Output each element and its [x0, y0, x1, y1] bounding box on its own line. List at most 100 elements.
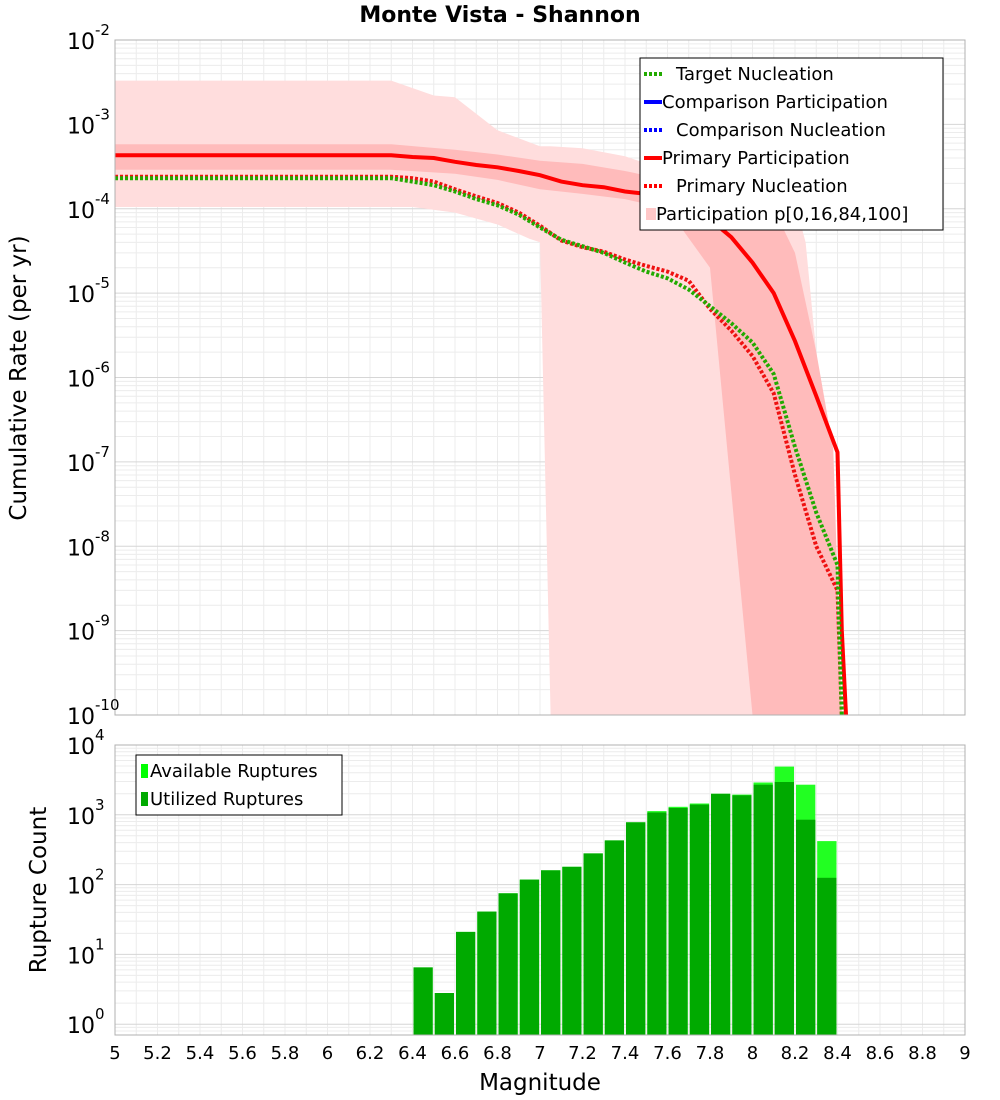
y-tick-exponent: 0: [95, 1005, 105, 1023]
rate-series: [115, 153, 848, 716]
bar-utilized-ruptures: [413, 967, 433, 1035]
bar-utilized-ruptures: [668, 808, 688, 1035]
bar-utilized-ruptures: [519, 879, 540, 1035]
x-tick-label: 8.4: [823, 1043, 852, 1064]
x-ticks: 5 5.2 5.4 5.6 5.8 6 6.2 6.4 6.6 6.8 7 7.2 7.4 7.6 7.8 8…: [109, 1043, 970, 1064]
x-tick-label: 7.4: [611, 1043, 640, 1064]
y-tick-base: 10: [67, 536, 95, 561]
y-tick-base: 10: [67, 452, 95, 477]
y-tick-base: 10: [67, 30, 95, 55]
y-tick-exponent: -2: [95, 21, 110, 39]
bar-utilized-ruptures: [689, 804, 710, 1035]
x-tick-label: 8.6: [866, 1043, 895, 1064]
x-tick-label: 5: [109, 1043, 120, 1064]
rupture-legend: Available Ruptures Utilized Ruptures: [135, 754, 343, 816]
y-tick-exponent: -6: [95, 359, 110, 377]
x-tick-label: 5.8: [271, 1043, 300, 1064]
y-tick-base: 10: [67, 368, 95, 393]
bar-utilized-ruptures: [817, 877, 837, 1035]
series-target-nucleation: [115, 176, 844, 716]
bar-utilized-ruptures: [647, 812, 667, 1035]
x-tick-label: 6.6: [441, 1043, 470, 1064]
bar-utilized-ruptures: [434, 993, 454, 1035]
legend-box: [639, 57, 944, 231]
y-tick-base: 10: [67, 199, 95, 224]
bar-utilized-ruptures: [774, 782, 794, 1035]
legend-swatch: [141, 764, 148, 778]
rate-y-axis-label: Cumulative Rate (per yr): [6, 235, 32, 520]
bar-utilized-ruptures: [732, 795, 752, 1035]
y-tick-exponent: 2: [95, 866, 105, 884]
bar-utilized-ruptures: [562, 866, 582, 1035]
rupture-plot-frame: [114, 744, 966, 1036]
legend-label: Utilized Ruptures: [150, 789, 303, 810]
rupture-bars: [413, 766, 837, 1035]
y-tick-exponent: -3: [95, 105, 110, 123]
legend-label: Primary Nucleation: [676, 176, 848, 197]
x-axis-label: Magnitude: [479, 1070, 601, 1096]
legend-label: Comparison Nucleation: [676, 120, 886, 141]
x-tick-label: 6: [322, 1043, 333, 1064]
x-tick-label: 5.6: [228, 1043, 257, 1064]
x-tick-label: 6.4: [398, 1043, 427, 1064]
bar-utilized-ruptures: [711, 793, 731, 1035]
y-tick-exponent: 4: [95, 726, 105, 744]
x-tick-label: 6.2: [356, 1043, 385, 1064]
legend-swatch: [646, 208, 656, 220]
y-tick-base: 10: [67, 114, 95, 139]
y-tick-base: 10: [67, 805, 95, 830]
x-tick-label: 8.2: [781, 1043, 810, 1064]
y-tick-base: 10: [67, 875, 95, 900]
band-p16-p84: [115, 144, 842, 716]
x-tick-label: 8.8: [908, 1043, 937, 1064]
y-tick-exponent: -4: [95, 190, 110, 208]
y-tick-exponent: 1: [95, 935, 105, 953]
band-p0-p100: [115, 80, 842, 716]
y-tick-exponent: -7: [95, 443, 110, 461]
bar-utilized-ruptures: [541, 870, 561, 1035]
y-tick-exponent: -9: [95, 612, 110, 630]
legend-label: Comparison Participation: [662, 92, 888, 113]
bar-utilized-ruptures: [604, 840, 624, 1035]
x-tick-label: 7.8: [696, 1043, 725, 1064]
y-tick-exponent: -5: [95, 274, 110, 292]
legend-swatch: [141, 792, 148, 806]
participation-bands: [115, 80, 842, 716]
chart-title: Monte Vista - Shannon: [359, 3, 640, 28]
y-tick-base: 10: [67, 283, 95, 308]
bar-utilized-ruptures: [626, 822, 646, 1035]
bar-utilized-ruptures: [456, 931, 476, 1035]
x-tick-label: 6.8: [483, 1043, 512, 1064]
y-tick-exponent: -10: [95, 696, 120, 714]
rate-legend: Target Nucleation Comparison Participatio…: [639, 57, 944, 231]
bar-utilized-ruptures: [477, 911, 497, 1035]
bar-utilized-ruptures: [796, 819, 816, 1035]
legend-box: [135, 754, 343, 816]
legend-label: Primary Participation: [662, 148, 850, 169]
x-tick-label: 5.4: [186, 1043, 215, 1064]
y-tick-base: 10: [67, 621, 95, 646]
legend-label: Target Nucleation: [675, 64, 834, 85]
y-tick-base: 10: [67, 944, 95, 969]
series-primary-participation: [115, 153, 848, 716]
x-tick-label: 7.2: [568, 1043, 597, 1064]
x-tick-label: 7: [534, 1043, 545, 1064]
y-tick-base: 10: [67, 705, 95, 730]
y-tick-exponent: 3: [95, 796, 105, 814]
bar-utilized-ruptures: [583, 853, 603, 1035]
legend-label: Available Ruptures: [150, 761, 318, 782]
y-tick-base: 10: [67, 1014, 95, 1039]
y-tick-exponent: -8: [95, 527, 110, 545]
rate-plot-frame: [114, 39, 966, 716]
x-tick-label: 7.6: [653, 1043, 682, 1064]
x-tick-label: 5.2: [143, 1043, 172, 1064]
y-tick-base: 10: [67, 735, 95, 760]
bar-utilized-ruptures: [753, 784, 773, 1035]
x-tick-label: 9: [959, 1043, 970, 1064]
bar-utilized-ruptures: [498, 893, 518, 1035]
